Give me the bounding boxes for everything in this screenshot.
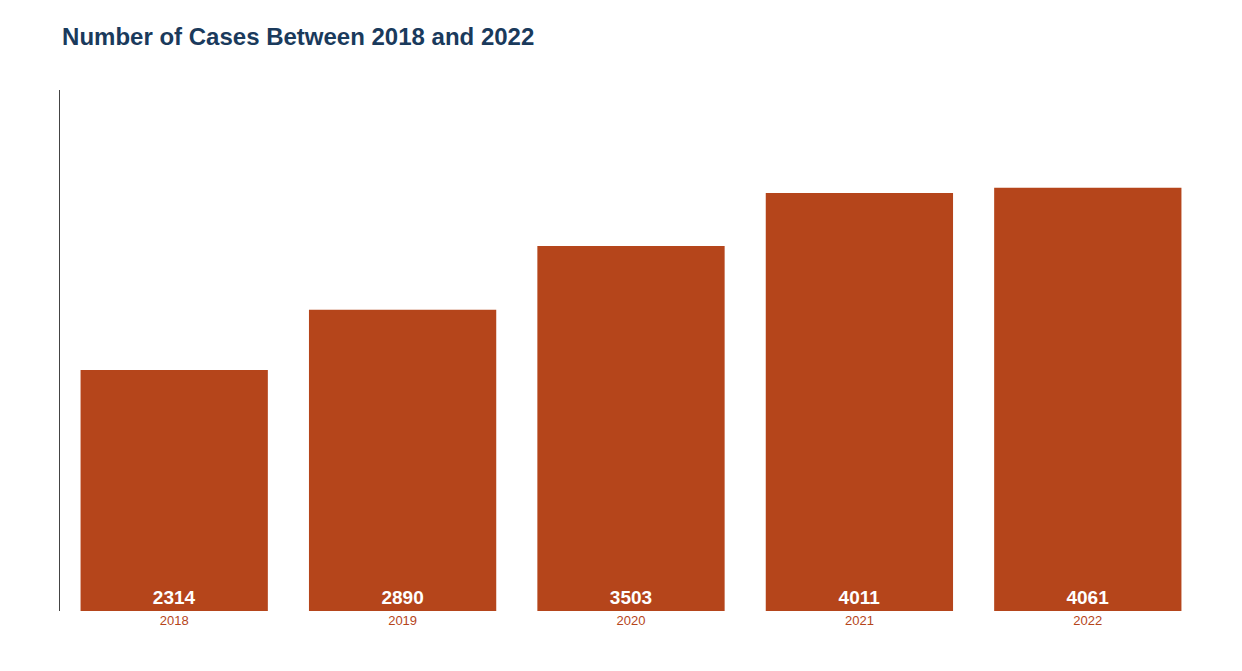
svg-text:2022: 2022: [1073, 613, 1102, 628]
svg-text:Number of Cases Between 2018 a: Number of Cases Between 2018 and 2022: [62, 23, 534, 50]
svg-text:2021: 2021: [845, 613, 874, 628]
svg-text:2890: 2890: [381, 587, 423, 608]
svg-text:2018: 2018: [160, 613, 189, 628]
svg-text:2020: 2020: [617, 613, 646, 628]
svg-text:4061: 4061: [1066, 587, 1109, 608]
svg-text:2314: 2314: [153, 587, 196, 608]
svg-text:3503: 3503: [610, 587, 652, 608]
svg-text:4011: 4011: [839, 587, 881, 608]
svg-text:2019: 2019: [388, 613, 417, 628]
